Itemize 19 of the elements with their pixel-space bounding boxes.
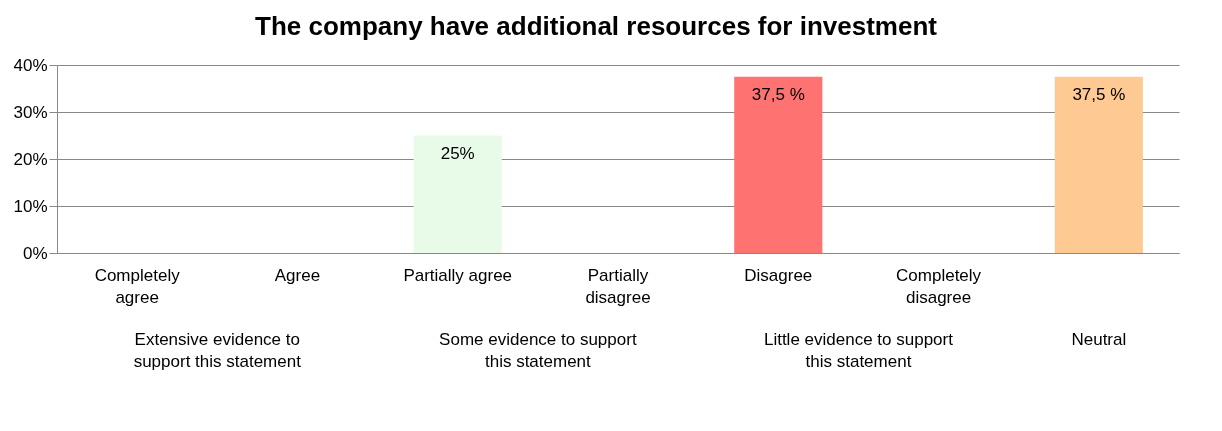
x-tick-label: Agree <box>274 265 321 285</box>
text: Some evidence to support this statement <box>439 330 637 371</box>
x-tick-label: Disagree <box>744 265 813 285</box>
y-tick-label: 40% <box>13 55 48 75</box>
x-tick-label: Partially disagree <box>585 265 651 307</box>
data-label: 25% <box>440 143 475 163</box>
y-tick-label: 20% <box>13 149 48 169</box>
x-tick-label: Completely agree <box>94 265 181 307</box>
text: Extensive evidence to support this statement <box>133 330 302 371</box>
text: Little evidence to support this statement <box>763 330 954 371</box>
data-label: 37,5 % <box>751 84 805 104</box>
data-label: 37,5 % <box>1072 84 1126 104</box>
y-tick-label: 10% <box>13 196 48 216</box>
y-tick-label: 30% <box>13 102 48 122</box>
chart-title: The company have additional resources for investment <box>255 11 938 41</box>
y-tick-label: 0% <box>22 243 48 263</box>
x-tick-label: Partially agree <box>403 265 513 285</box>
x-tick-label: Completely disagree <box>896 265 982 307</box>
text: Neutral <box>1071 330 1127 349</box>
